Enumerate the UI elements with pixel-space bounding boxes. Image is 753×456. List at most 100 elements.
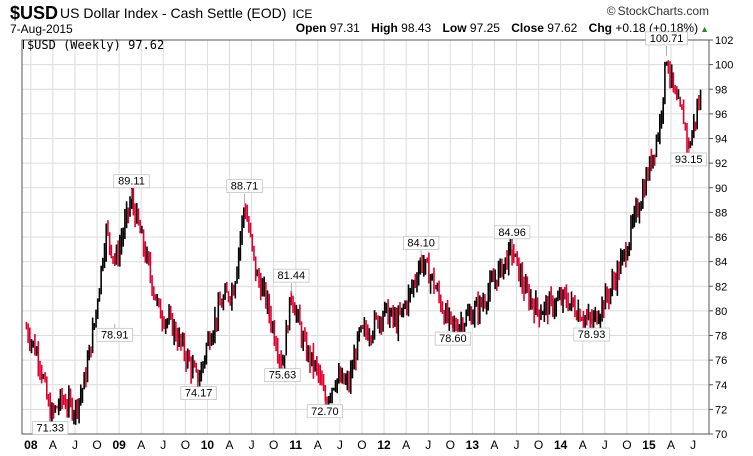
x-tick-label: A bbox=[137, 438, 145, 452]
y-tick-label: 90 bbox=[715, 183, 727, 195]
x-tick-label: A bbox=[402, 438, 410, 452]
annotation-label: 84.10 bbox=[407, 237, 435, 249]
low-value: 97.25 bbox=[469, 21, 500, 35]
x-tick-label: A bbox=[667, 438, 675, 452]
annotation-71-33: 71.33 bbox=[32, 417, 69, 435]
y-axis: 70 72 74 76 78 80 82 84 86 88 90 92 94 96 98 100 102 bbox=[709, 35, 733, 441]
annotation-box bbox=[113, 174, 150, 189]
x-tick-label: 13 bbox=[466, 438, 480, 452]
close-label: Close bbox=[511, 21, 544, 35]
annotation-label: 88.71 bbox=[231, 181, 259, 193]
x-tick-label: A bbox=[49, 438, 57, 452]
annotation-box bbox=[32, 421, 69, 435]
annotation-78-91: 78.91 bbox=[96, 324, 133, 342]
x-tick-label: O bbox=[92, 438, 101, 452]
close-value: 97.62 bbox=[547, 21, 578, 35]
x-tick-label: 15 bbox=[642, 438, 656, 452]
x-tick-label: J bbox=[690, 438, 696, 452]
x-tick-label: 11 bbox=[289, 438, 302, 452]
annotation-box bbox=[493, 225, 531, 240]
annotation-label: 74.17 bbox=[185, 388, 213, 400]
brand: © StockCharts.com bbox=[607, 4, 709, 18]
low-label: Low bbox=[442, 21, 467, 35]
annotation-box bbox=[226, 179, 263, 193]
x-tick-label: O bbox=[181, 438, 190, 452]
y-tick-label: 72 bbox=[715, 404, 727, 416]
annotation-75-63: 75.63 bbox=[264, 364, 301, 383]
high-label: High bbox=[371, 21, 398, 35]
y-tick-label: 86 bbox=[715, 232, 727, 244]
x-tick-label: 10 bbox=[201, 438, 215, 452]
annotation-box bbox=[306, 404, 343, 419]
chg-label: Chg bbox=[588, 21, 612, 35]
annotation-label: 81.44 bbox=[278, 270, 306, 282]
open-value: 97.31 bbox=[329, 21, 360, 35]
x-tick-label: 14 bbox=[554, 438, 568, 452]
x-tick-label: J bbox=[160, 438, 166, 452]
annotation-box bbox=[273, 268, 310, 283]
annotation-label: 93.15 bbox=[675, 154, 703, 166]
brand-name: StockCharts.com bbox=[617, 4, 709, 18]
annotation-box bbox=[434, 331, 472, 346]
annotation-box bbox=[573, 327, 610, 342]
legend-swatch-icon: ꟾ bbox=[22, 41, 25, 52]
annotations: 71.33 78.91 89.11 74.17 88.71 75.63 81.44 72.70… bbox=[32, 31, 707, 435]
annotation-label: 78.93 bbox=[578, 329, 606, 341]
instrument-name: US Dollar Index - Cash Settle (EOD) ICE bbox=[60, 5, 312, 21]
y-tick-label: 76 bbox=[715, 355, 727, 367]
annotation-100-71: 100.71 bbox=[645, 31, 688, 56]
x-tick-label: O bbox=[622, 438, 631, 452]
x-tick-label: J bbox=[72, 438, 78, 452]
chg-value: +0.18 (+0.18%) bbox=[615, 21, 699, 35]
annotation-label: 72.70 bbox=[311, 406, 339, 418]
x-tick-label: J bbox=[425, 438, 431, 452]
chart-date: 7-Aug-2015 bbox=[10, 22, 73, 36]
x-tick-label: O bbox=[269, 438, 278, 452]
annotation-81-44: 81.44 bbox=[273, 268, 310, 294]
x-tick-label: A bbox=[314, 438, 322, 452]
x-tick-label: A bbox=[490, 438, 498, 452]
price-bars bbox=[25, 60, 702, 428]
y-tick-label: 98 bbox=[715, 84, 727, 96]
x-tick-label: 08 bbox=[24, 438, 38, 452]
annotation-72-70: 72.70 bbox=[306, 400, 343, 419]
annotation-box bbox=[403, 236, 440, 250]
annotation-84-10: 84.10 bbox=[403, 236, 440, 261]
y-tick-label: 80 bbox=[715, 306, 727, 318]
exchange: ICE bbox=[292, 7, 313, 21]
annotation-93-15: 93.15 bbox=[670, 148, 707, 167]
y-tick-label: 102 bbox=[715, 35, 733, 47]
open-label: Open bbox=[295, 21, 327, 35]
y-tick-label: 100 bbox=[715, 60, 733, 72]
annotation-label: 84.96 bbox=[498, 227, 526, 239]
y-tick-label: 70 bbox=[715, 429, 727, 441]
up-arrow-icon: ▲ bbox=[700, 24, 709, 34]
y-tick-label: 94 bbox=[715, 134, 727, 146]
y-tick-label: 92 bbox=[715, 158, 727, 170]
chart-legend: ꟾ $USD (Weekly) 97.62 bbox=[22, 38, 164, 52]
annotation-78-60: 78.60 bbox=[434, 328, 472, 346]
x-axis: 08 A J O 09 A J O 10 A J O 11 A J O 12 A J O 13 A J O 14 A J O 15 A J bbox=[24, 438, 696, 452]
x-tick-label: J bbox=[513, 438, 519, 452]
x-tick-label: A bbox=[226, 438, 234, 452]
x-tick-label: O bbox=[357, 438, 366, 452]
y-tick-label: 88 bbox=[715, 207, 727, 219]
high-value: 98.43 bbox=[401, 21, 432, 35]
x-tick-label: J bbox=[337, 438, 343, 452]
annotation-label: 78.60 bbox=[439, 333, 467, 345]
annotation-box bbox=[96, 327, 133, 342]
annotation-box bbox=[180, 386, 217, 401]
y-tick-label: 74 bbox=[715, 380, 727, 392]
annotation-box bbox=[645, 31, 688, 46]
annotation-78-93: 78.93 bbox=[573, 324, 610, 342]
annotation-label: 71.33 bbox=[36, 423, 64, 435]
copyright-icon: © bbox=[606, 4, 616, 18]
x-tick-label: A bbox=[579, 438, 587, 452]
y-tick-label: 78 bbox=[715, 331, 727, 343]
x-tick-label: 12 bbox=[377, 438, 391, 452]
y-tick-label: 84 bbox=[715, 257, 727, 269]
x-tick-label: O bbox=[446, 438, 455, 452]
x-tick-label: 09 bbox=[112, 438, 126, 452]
annotation-box bbox=[670, 152, 707, 167]
